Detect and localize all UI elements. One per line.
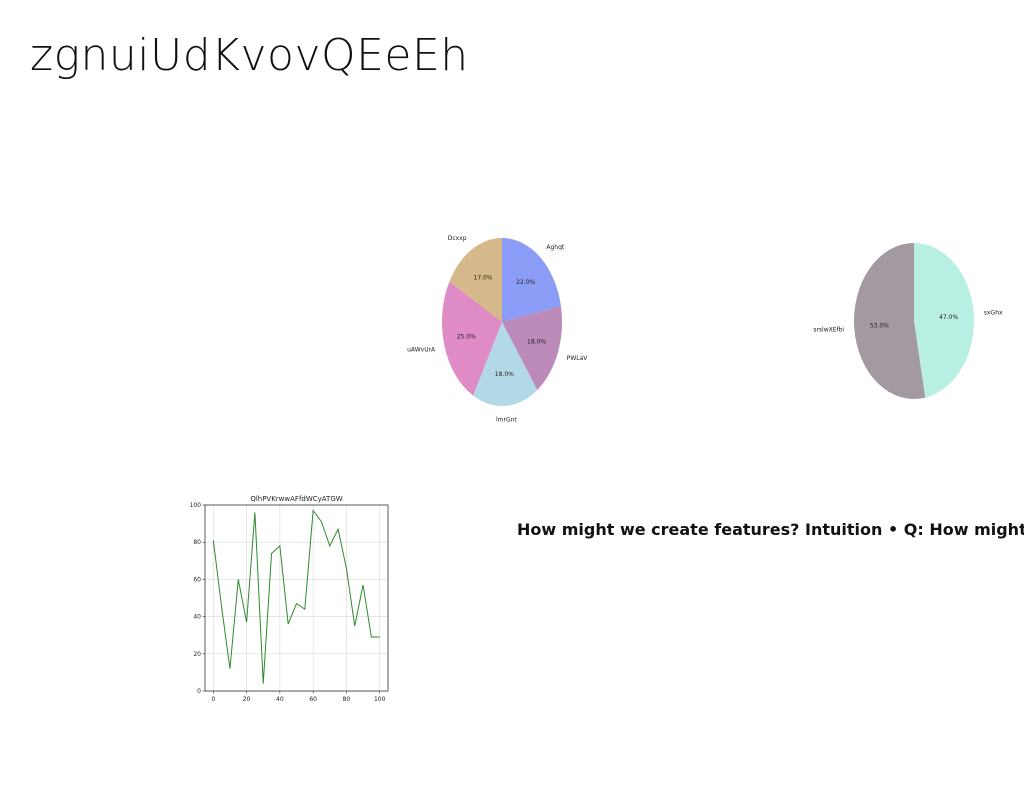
pie-slice [502,306,563,390]
pie-percent-label: 18.0% [495,371,514,378]
pie-slice [473,322,538,407]
pie-slice [914,243,975,398]
x-tick-label: 40 [276,696,284,703]
x-tick-label: 60 [309,696,317,703]
pie-slice-label: Aghqt [546,244,565,251]
pie-chart-1: 22.0% Aghqt 18.0% PWLaV 18.0% lmrGnt 25.0% uAWv… [407,235,589,423]
x-tick-label: 0 [211,696,215,703]
pie-slice-label: lmrGnt [496,416,517,423]
body-text: How might we create features? Intuition … [517,520,1024,539]
pie-percent-label: 22.0% [516,279,535,286]
y-tick-label: 60 [193,576,201,583]
y-tick-label: 80 [193,539,201,546]
plot-frame [204,504,389,692]
y-tick-label: 0 [197,688,201,695]
pie-percent-label: 18.0% [527,338,546,345]
pie-percent-label: 53.0% [870,322,889,329]
y-tick-label: 100 [190,502,202,509]
pie-slice-label: Dcxxp [448,235,467,242]
pie-slice-label: srslwXEfbi [813,327,844,334]
chart-title: QlhPVKrwwAFfdWCyATGW [250,495,342,503]
pie-slice [502,238,561,322]
pie-slice [441,281,502,396]
pie-slice-label: sxGhx [984,310,1003,317]
pie-percent-label: 17.0% [474,274,493,281]
pie-percent-label: 25.0% [457,334,476,341]
x-tick-label: 20 [243,696,251,703]
pie-slice-label: uAWvUrA [407,346,436,353]
line-chart: 0 20 40 60 80 100 0 20 40 60 80 100 QlhPVKrwwAFfdWCy… [190,495,389,703]
series-line [212,509,380,684]
y-tick-label: 20 [193,651,201,658]
x-tick-label: 100 [374,696,386,703]
y-tick-label: 40 [193,614,201,621]
pie-percent-label: 47.0% [939,314,958,321]
pie-slice-label: PWLaV [567,355,589,362]
pie-chart-2: 47.0% sxGhx 53.0% srslwXEfbi [813,243,1003,399]
pie-slice [449,238,502,322]
x-tick-label: 80 [343,696,351,703]
pie-slice [854,243,926,399]
slide-title: zgnuiUdKvovQEeEh [30,30,469,81]
